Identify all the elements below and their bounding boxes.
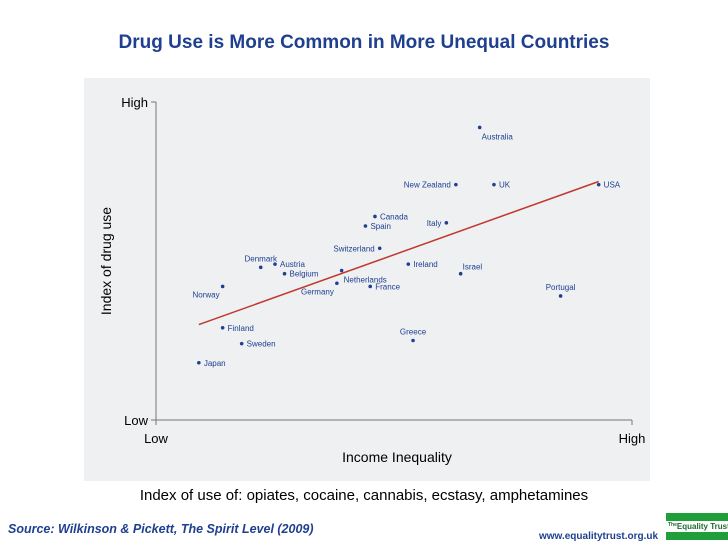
point-ireland bbox=[406, 262, 411, 266]
point-label-norway: Norway bbox=[193, 290, 220, 299]
scatter-chart: Index of drug use Income Inequality Low H… bbox=[98, 95, 645, 465]
point-label-denmark: Denmark bbox=[244, 254, 277, 263]
point-label-italy: Italy bbox=[427, 219, 442, 228]
trend-line bbox=[198, 180, 599, 326]
point-new-zealand bbox=[454, 182, 458, 187]
y-axis-label: Index of drug use bbox=[98, 207, 114, 315]
logo-bar-top bbox=[666, 513, 728, 521]
website-link[interactable]: www.equalitytrust.org.uk bbox=[539, 531, 659, 542]
x-tick-label: Low bbox=[144, 431, 168, 446]
point-finland bbox=[220, 325, 225, 330]
chart-title: Drug Use is More Common in More Unequal … bbox=[118, 32, 610, 53]
point-italy bbox=[444, 221, 449, 225]
point-label-greece: Greece bbox=[400, 328, 427, 337]
point-label-germany: Germany bbox=[301, 287, 334, 296]
point-israel bbox=[458, 271, 463, 276]
y-tick-label: High bbox=[121, 95, 148, 110]
x-axis-label: Income Inequality bbox=[342, 449, 452, 465]
logo-prefix: The bbox=[668, 522, 677, 528]
point-label-switzerland: Switzerland bbox=[333, 244, 374, 253]
point-label-canada: Canada bbox=[380, 212, 409, 221]
point-germany bbox=[335, 281, 339, 286]
point-label-ireland: Ireland bbox=[413, 260, 437, 269]
point-belgium bbox=[282, 271, 287, 276]
point-label-israel: Israel bbox=[463, 263, 483, 272]
point-label-france: France bbox=[375, 282, 400, 291]
y-tick-label: Low bbox=[124, 413, 148, 428]
logo-name: Equality Trust bbox=[676, 522, 728, 531]
point-greece bbox=[411, 338, 415, 343]
point-label-uk: UK bbox=[499, 181, 511, 190]
point-japan bbox=[197, 360, 201, 365]
point-label-finland: Finland bbox=[228, 324, 254, 333]
point-label-netherlands: Netherlands bbox=[344, 276, 387, 285]
x-tick-label: High bbox=[619, 431, 646, 446]
logo-bar-bottom bbox=[666, 532, 728, 540]
point-austria bbox=[273, 262, 277, 266]
point-canada bbox=[373, 214, 377, 219]
source-citation: Source: Wilkinson & Pickett, The Spirit … bbox=[8, 522, 314, 536]
ticks: Low High Low High bbox=[121, 95, 645, 446]
point-label-usa: USA bbox=[604, 181, 621, 190]
point-netherlands bbox=[339, 268, 344, 273]
point-usa bbox=[596, 182, 601, 187]
trend-layer bbox=[198, 180, 599, 326]
point-label-belgium: Belgium bbox=[290, 270, 319, 279]
point-label-sweden: Sweden bbox=[247, 340, 276, 349]
point-label-australia: Australia bbox=[482, 132, 514, 141]
point-australia bbox=[477, 125, 482, 130]
chart-subtitle: Index of use of: opiates, cocaine, canna… bbox=[139, 487, 589, 504]
point-label-japan: Japan bbox=[204, 359, 226, 368]
axes bbox=[155, 102, 632, 421]
point-label-spain: Spain bbox=[370, 222, 390, 231]
point-spain bbox=[363, 224, 368, 228]
point-uk bbox=[492, 182, 496, 187]
point-denmark bbox=[258, 265, 263, 270]
point-label-new-zealand: New Zealand bbox=[404, 181, 451, 190]
logo-text: TheEquality Trust bbox=[668, 522, 728, 531]
point-label-portugal: Portugal bbox=[546, 283, 576, 292]
point-sweden bbox=[239, 341, 244, 346]
point-norway bbox=[220, 284, 225, 289]
point-portugal bbox=[558, 294, 563, 298]
point-france bbox=[368, 284, 373, 289]
plot-panel: Index of drug use Income Inequality Low H… bbox=[84, 78, 650, 481]
point-switzerland bbox=[377, 246, 382, 251]
equality-trust-logo: TheEquality Trust bbox=[666, 513, 728, 546]
point-label-austria: Austria bbox=[280, 260, 305, 269]
